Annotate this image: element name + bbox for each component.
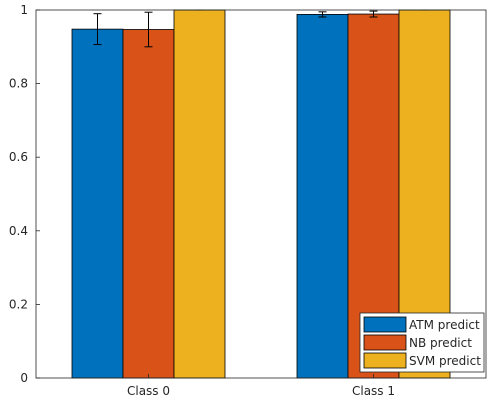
legend-label: ATM predict	[409, 318, 480, 332]
y-tick-label: 0.8	[9, 77, 28, 91]
y-tick-label: 0.6	[9, 150, 28, 164]
legend: ATM predict NB predict SVM predict	[359, 312, 485, 373]
bar-atm-predict-1	[71, 28, 124, 379]
legend-swatch-svm-predict	[363, 352, 407, 369]
legend-label: SVM predict	[409, 354, 481, 368]
legend-label: NB predict	[409, 336, 472, 350]
bar-svm-predict-1	[173, 9, 226, 379]
y-tick-label: 0.4	[9, 224, 28, 238]
x-tick-label: Class 0	[127, 384, 170, 398]
bars-layer	[71, 9, 451, 379]
y-tick-label: 0	[20, 371, 28, 385]
axes-layer: Class 0 Class 1 0 0.2 0.4 0.6 0.8 1	[9, 3, 487, 398]
axes-box	[35, 9, 487, 379]
bar-nb-predict-1	[122, 29, 175, 379]
legend-swatch-nb-predict	[363, 334, 407, 351]
x-tick-label: Class 1	[352, 384, 395, 398]
y-tick-label: 0.2	[9, 297, 28, 311]
y-tick-label: 1	[20, 3, 28, 17]
legend-swatch-atm-predict	[363, 316, 407, 333]
bar-atm-predict-2	[296, 14, 349, 379]
